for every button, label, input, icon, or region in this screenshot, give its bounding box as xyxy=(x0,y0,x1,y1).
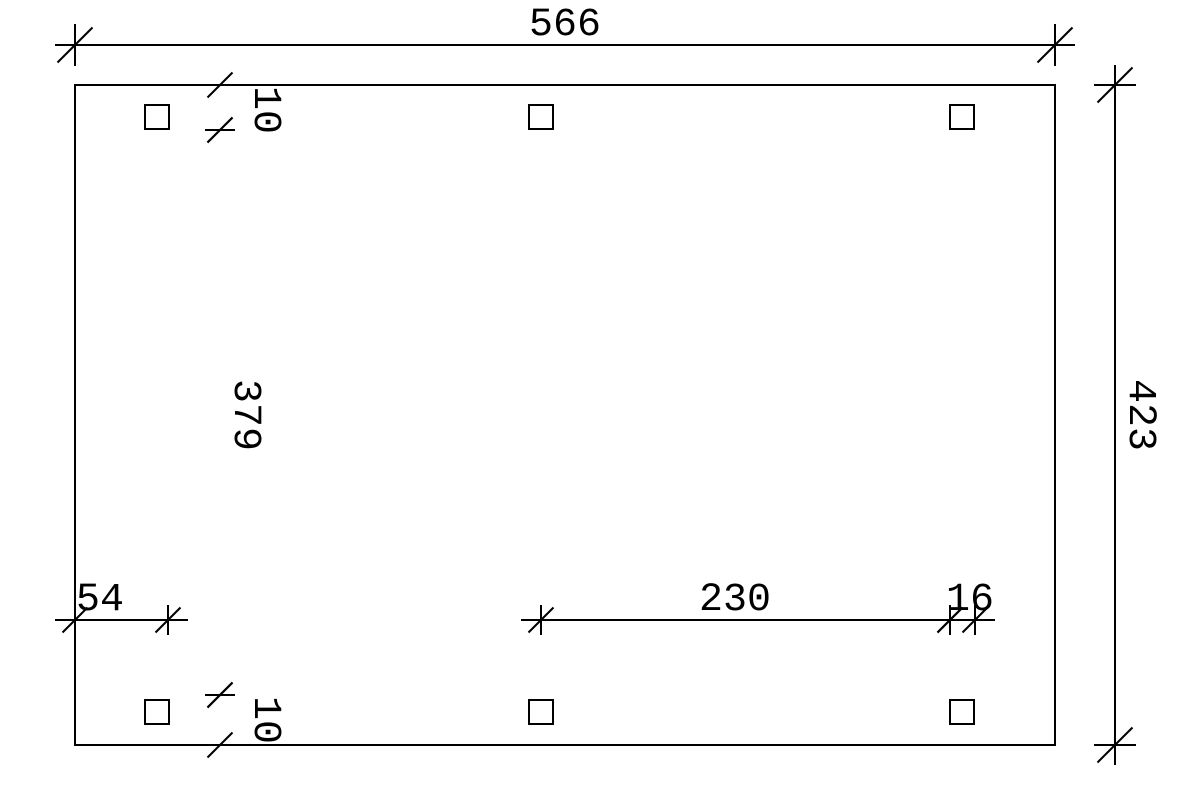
dim-label: 379 xyxy=(222,379,267,451)
dim-label: 54 xyxy=(76,578,124,623)
dim-label: 230 xyxy=(699,578,771,623)
sq-bot-left xyxy=(145,700,169,724)
dim-label: 10 xyxy=(242,86,287,134)
technical-drawing: 566 423 379 10 10 54 230 16 xyxy=(0,0,1200,800)
dim-label: 566 xyxy=(529,3,601,48)
dim-label: 423 xyxy=(1117,379,1162,451)
sq-top-right xyxy=(950,105,974,129)
dim-label: 10 xyxy=(242,696,287,744)
sq-top-left xyxy=(145,105,169,129)
dim-label: 16 xyxy=(946,578,994,623)
sq-top-mid xyxy=(529,105,553,129)
sq-bot-right xyxy=(950,700,974,724)
outer-rect xyxy=(75,85,1055,745)
sq-bot-mid xyxy=(529,700,553,724)
